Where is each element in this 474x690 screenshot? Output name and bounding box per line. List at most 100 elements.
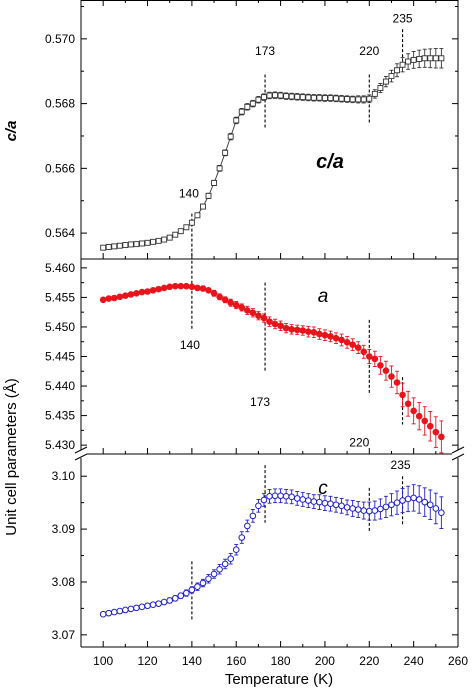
data-point — [288, 326, 295, 333]
axis-break-gap — [75, 450, 87, 458]
data-point — [138, 288, 146, 296]
series-middle — [99, 282, 445, 454]
data-point — [266, 493, 273, 500]
data-point — [99, 610, 107, 618]
data-point — [194, 212, 201, 219]
data-point — [160, 598, 168, 606]
data-point — [305, 328, 312, 335]
data-point — [382, 78, 389, 85]
data-point — [266, 318, 273, 325]
data-point — [249, 100, 256, 107]
data-point — [349, 505, 356, 512]
data-point — [388, 373, 395, 380]
y-tick-label: 5.445 — [45, 350, 75, 364]
data-point — [299, 94, 306, 101]
data-point — [244, 103, 251, 110]
data-point — [105, 244, 112, 250]
data-point — [365, 353, 373, 360]
panel-label-top: c/a — [316, 151, 344, 173]
x-tick-label: 140 — [182, 654, 202, 668]
data-point — [426, 422, 434, 430]
data-point — [321, 499, 329, 507]
data-point — [144, 288, 151, 295]
axis-break-slash — [74, 453, 88, 461]
data-point — [255, 502, 262, 510]
data-point — [200, 203, 206, 210]
data-point — [221, 560, 229, 568]
x-tick-label: 220 — [359, 654, 379, 668]
data-point — [299, 327, 307, 334]
data-point — [160, 284, 168, 292]
data-point — [382, 503, 390, 511]
data-point — [122, 606, 129, 614]
data-point — [293, 326, 301, 334]
panel-bottom: 3.07 3.08 3.09 3.10 c — [52, 454, 459, 648]
data-point — [338, 95, 345, 102]
data-point — [149, 601, 157, 608]
data-point — [149, 287, 157, 294]
data-point — [138, 603, 146, 611]
data-point — [172, 231, 179, 238]
data-point — [332, 501, 340, 509]
axis-labels: c/a Unit cell parameters (Å) Temperature… — [3, 121, 333, 688]
data-point — [344, 96, 351, 103]
data-point — [282, 493, 290, 500]
x-tick-label: 260 — [448, 654, 468, 668]
transition-annotation: 235 — [393, 12, 413, 26]
data-point — [249, 512, 257, 520]
data-point — [232, 546, 240, 554]
data-point — [399, 61, 406, 68]
series-bottom — [99, 484, 445, 618]
data-point — [171, 595, 179, 602]
data-point — [426, 501, 434, 509]
data-point — [377, 505, 384, 513]
data-point — [288, 93, 295, 100]
data-point — [227, 133, 234, 140]
data-point — [166, 283, 174, 291]
data-point — [432, 505, 440, 512]
y-tick-label: 5.430 — [45, 438, 75, 452]
data-point — [299, 496, 307, 503]
x-tick-label: 160 — [226, 654, 246, 668]
data-point — [127, 241, 134, 248]
data-point — [244, 522, 251, 530]
data-point — [133, 604, 140, 612]
data-point — [282, 324, 290, 332]
y-tick-label: 3.07 — [52, 628, 76, 642]
panel-middle: 5.430 5.435 5.440 5.445 5.450 5.455 5.460 a 140 1… — [45, 259, 459, 472]
data-point — [205, 575, 212, 583]
data-point — [388, 501, 395, 509]
data-point — [338, 336, 345, 344]
data-point — [105, 295, 113, 302]
data-point — [199, 579, 207, 587]
data-point — [371, 507, 379, 514]
data-point — [316, 330, 323, 338]
data-point — [233, 117, 240, 124]
data-point — [377, 85, 384, 92]
data-point — [271, 492, 279, 500]
y-tick-label: 3.09 — [52, 522, 76, 536]
data-point — [399, 391, 406, 399]
data-point — [343, 504, 351, 511]
data-point — [110, 608, 118, 616]
data-point — [332, 334, 340, 342]
data-point — [171, 282, 179, 290]
transition-annotation: 140 — [180, 338, 200, 352]
data-point — [310, 498, 318, 505]
x-tick-label: 180 — [271, 654, 291, 668]
data-point — [360, 507, 368, 514]
panel-label-bottom: c — [318, 478, 328, 499]
data-point — [377, 362, 384, 369]
data-point — [382, 367, 390, 374]
x-tick-label: 120 — [138, 654, 158, 668]
data-point — [216, 565, 223, 573]
data-point — [415, 496, 423, 503]
data-point — [271, 320, 279, 328]
data-point — [216, 293, 223, 301]
data-point — [255, 96, 262, 103]
data-point — [327, 333, 334, 340]
data-point — [421, 55, 428, 62]
data-point — [405, 58, 412, 65]
data-point — [227, 555, 234, 562]
data-point — [116, 607, 124, 615]
